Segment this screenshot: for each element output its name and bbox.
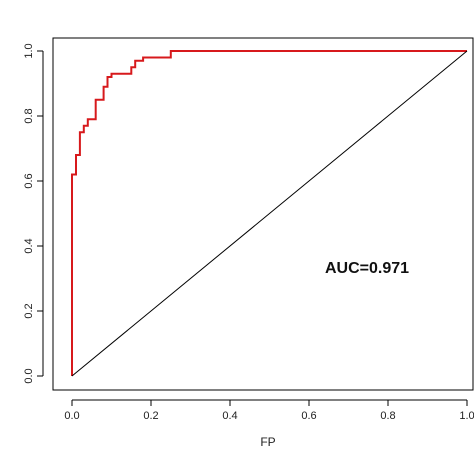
plot-box — [52, 37, 474, 391]
diagonal-reference-line — [71, 50, 468, 377]
y-tick-label: 1.0 — [23, 43, 35, 58]
y-tick-label: 0.0 — [23, 368, 35, 383]
y-axis: 0.0 0.2 0.4 0.6 0.8 1.0 — [23, 43, 44, 384]
x-tick-label: 0.6 — [301, 410, 316, 422]
auc-annotation: AUC=0.971 — [325, 260, 409, 277]
roc-curve — [71, 50, 467, 376]
x-tick-label: 0.8 — [380, 410, 395, 422]
x-tick-label: 0.4 — [222, 410, 237, 422]
series-layer — [71, 50, 468, 377]
x-axis: 0.0 0.2 0.4 0.6 0.8 1.0 — [64, 399, 474, 422]
y-tick-label: 0.4 — [23, 238, 35, 253]
y-tick-label: 0.2 — [23, 303, 35, 318]
x-tick-label: 0.0 — [64, 410, 79, 422]
y-tick-label: 0.6 — [23, 173, 35, 188]
x-tick-label: 0.2 — [143, 410, 158, 422]
x-axis-title: FP — [260, 435, 275, 449]
x-tick-label: 1.0 — [459, 410, 474, 422]
y-tick-label: 0.8 — [23, 108, 35, 123]
